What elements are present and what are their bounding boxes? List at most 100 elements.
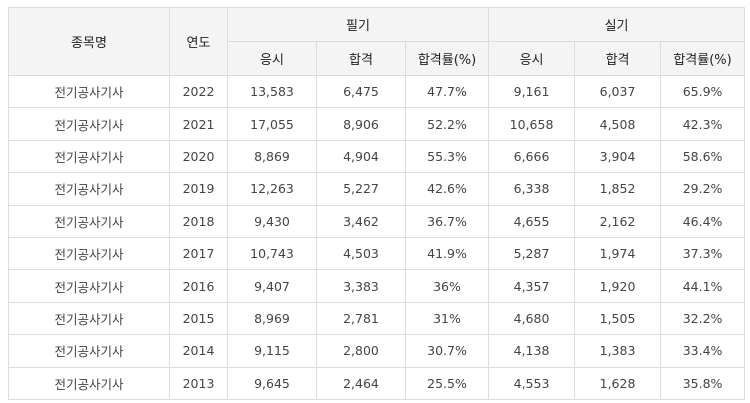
cell-written-applicants: 8,869 — [227, 139, 317, 174]
cell-year: 2021 — [169, 107, 228, 141]
header-practical-passed: 합격 — [574, 41, 662, 76]
cell-practical-applicants: 4,138 — [488, 334, 576, 368]
table-row: 전기공사기사 2014 9,115 2,800 30.7% 4,138 1,38… — [8, 334, 746, 368]
cell-written-applicants: 9,430 — [227, 204, 317, 238]
exam-stats-table: 종목명 연도 필기 실기 응시 합격 합격률(%) 응시 합격 합격률(%) 전… — [8, 7, 746, 400]
cell-written-applicants: 13,583 — [227, 74, 317, 109]
cell-written-passed: 6,475 — [316, 74, 406, 109]
cell-practical-passed: 6,037 — [574, 74, 662, 109]
cell-practical-pass-rate: 33.4% — [660, 334, 746, 368]
table-row: 전기공사기사 2022 13,583 6,475 47.7% 9,161 6,0… — [8, 74, 746, 109]
header-practical-pass-rate: 합격률(%) — [660, 41, 746, 76]
cell-written-applicants: 10,743 — [227, 236, 317, 271]
cell-practical-passed: 2,162 — [574, 204, 662, 238]
cell-year: 2017 — [169, 236, 228, 271]
header-written-pass-rate: 합격률(%) — [404, 41, 490, 76]
cell-practical-pass-rate: 35.8% — [660, 366, 746, 400]
cell-subject: 전기공사기사 — [8, 236, 170, 271]
cell-practical-passed: 1,974 — [574, 236, 662, 271]
cell-practical-applicants: 10,658 — [488, 107, 576, 141]
cell-written-applicants: 9,645 — [227, 366, 317, 400]
table-row: 전기공사기사 2019 12,263 5,227 42.6% 6,338 1,8… — [8, 172, 746, 206]
cell-written-pass-rate: 31% — [404, 301, 490, 336]
cell-subject: 전기공사기사 — [8, 172, 170, 206]
cell-written-pass-rate: 25.5% — [404, 366, 490, 400]
cell-practical-pass-rate: 32.2% — [660, 301, 746, 336]
cell-written-pass-rate: 36.7% — [404, 204, 490, 238]
cell-practical-applicants: 6,338 — [488, 172, 576, 206]
cell-year: 2022 — [169, 74, 228, 109]
cell-practical-passed: 1,852 — [574, 172, 662, 206]
cell-practical-passed: 1,628 — [574, 366, 662, 400]
cell-subject: 전기공사기사 — [8, 301, 170, 336]
cell-written-applicants: 17,055 — [227, 107, 317, 141]
cell-written-pass-rate: 47.7% — [404, 74, 490, 109]
table-row: 전기공사기사 2018 9,430 3,462 36.7% 4,655 2,16… — [8, 204, 746, 238]
cell-subject: 전기공사기사 — [8, 204, 170, 238]
cell-practical-pass-rate: 42.3% — [660, 107, 746, 141]
table-row: 전기공사기사 2020 8,869 4,904 55.3% 6,666 3,90… — [8, 139, 746, 174]
table-row: 전기공사기사 2016 9,407 3,383 36% 4,357 1,920 … — [8, 269, 746, 303]
cell-written-applicants: 9,407 — [227, 269, 317, 303]
cell-written-passed: 3,383 — [316, 269, 406, 303]
cell-written-passed: 2,464 — [316, 366, 406, 400]
cell-written-applicants: 9,115 — [227, 334, 317, 368]
cell-practical-passed: 1,383 — [574, 334, 662, 368]
cell-practical-passed: 3,904 — [574, 139, 662, 174]
cell-subject: 전기공사기사 — [8, 269, 170, 303]
cell-written-pass-rate: 42.6% — [404, 172, 490, 206]
header-row-sub: 응시 합격 합격률(%) 응시 합격 합격률(%) — [9, 41, 746, 76]
cell-written-passed: 2,800 — [316, 334, 406, 368]
cell-subject: 전기공사기사 — [8, 334, 170, 368]
cell-practical-pass-rate: 44.1% — [660, 269, 746, 303]
cell-practical-applicants: 4,655 — [488, 204, 576, 238]
cell-practical-applicants: 6,666 — [488, 139, 576, 174]
cell-subject: 전기공사기사 — [8, 107, 170, 141]
cell-year: 2016 — [169, 269, 228, 303]
cell-written-passed: 4,503 — [316, 236, 406, 271]
header-written-group: 필기 — [226, 7, 490, 42]
cell-year: 2020 — [169, 139, 228, 174]
cell-written-pass-rate: 52.2% — [404, 107, 490, 141]
table-row: 전기공사기사 2021 17,055 8,906 52.2% 10,658 4,… — [8, 107, 746, 141]
table-header: 종목명 연도 필기 실기 응시 합격 합격률(%) 응시 합격 합격률(%) — [8, 7, 746, 76]
cell-written-pass-rate: 41.9% — [404, 236, 490, 271]
cell-practical-pass-rate: 29.2% — [660, 172, 746, 206]
header-written-passed: 합격 — [316, 41, 406, 76]
cell-written-applicants: 12,263 — [227, 172, 317, 206]
cell-practical-applicants: 4,357 — [488, 269, 576, 303]
cell-practical-applicants: 4,680 — [488, 301, 576, 336]
cell-year: 2014 — [169, 334, 228, 368]
cell-year: 2019 — [169, 172, 228, 206]
cell-subject: 전기공사기사 — [8, 366, 170, 400]
cell-written-passed: 3,462 — [316, 204, 406, 238]
cell-year: 2018 — [169, 204, 228, 238]
cell-practical-applicants: 5,287 — [488, 236, 576, 271]
cell-written-passed: 8,906 — [316, 107, 406, 141]
cell-year: 2015 — [169, 301, 228, 336]
cell-practical-applicants: 4,553 — [488, 366, 576, 400]
header-written-applicants: 응시 — [227, 41, 317, 76]
table-row: 전기공사기사 2013 9,645 2,464 25.5% 4,553 1,62… — [8, 366, 746, 400]
cell-written-pass-rate: 30.7% — [404, 334, 490, 368]
cell-written-applicants: 8,969 — [227, 301, 317, 336]
cell-subject: 전기공사기사 — [8, 139, 170, 174]
cell-written-passed: 5,227 — [316, 172, 406, 206]
cell-written-pass-rate: 36% — [404, 269, 490, 303]
header-subject: 종목명 — [8, 7, 170, 76]
cell-year: 2013 — [169, 366, 228, 400]
cell-written-pass-rate: 55.3% — [404, 139, 490, 174]
table-body: 전기공사기사 2022 13,583 6,475 47.7% 9,161 6,0… — [8, 74, 746, 400]
cell-practical-passed: 4,508 — [574, 107, 662, 141]
cell-practical-passed: 1,505 — [574, 301, 662, 336]
cell-written-passed: 2,781 — [316, 301, 406, 336]
cell-practical-pass-rate: 46.4% — [660, 204, 746, 238]
table-row: 전기공사기사 2015 8,969 2,781 31% 4,680 1,505 … — [8, 301, 746, 336]
cell-subject: 전기공사기사 — [8, 74, 170, 109]
header-practical-applicants: 응시 — [488, 41, 576, 76]
cell-practical-pass-rate: 37.3% — [660, 236, 746, 271]
header-row-top: 종목명 연도 필기 실기 — [8, 7, 746, 76]
cell-practical-pass-rate: 58.6% — [660, 139, 746, 174]
cell-practical-applicants: 9,161 — [488, 74, 576, 109]
